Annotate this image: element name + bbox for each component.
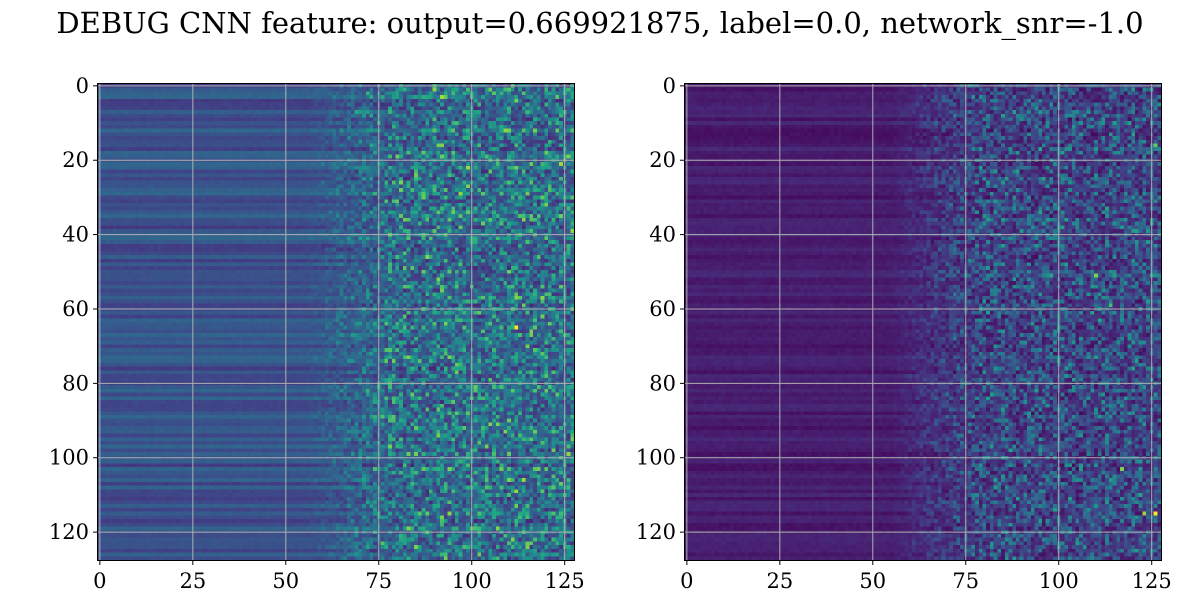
figure-title: DEBUG CNN feature: output=0.669921875, l… [56, 6, 1144, 40]
y-tick-label: 20 [62, 148, 89, 172]
y-tick-label: 60 [62, 297, 89, 321]
y-tick-label: 120 [49, 520, 89, 544]
y-tick-label: 120 [636, 520, 676, 544]
plot-frame [97, 83, 575, 561]
x-tick-label: 100 [452, 569, 492, 593]
x-tick-label: 125 [1132, 569, 1172, 593]
x-tick-label: 25 [179, 569, 206, 593]
y-tick-label: 0 [663, 74, 676, 98]
x-tick-label: 125 [545, 569, 585, 593]
x-tick-label: 75 [365, 569, 392, 593]
x-tick-label: 25 [766, 569, 793, 593]
heatmap-left [97, 83, 575, 561]
y-tick-label: 0 [76, 74, 89, 98]
y-tick-label: 80 [62, 371, 89, 395]
y-tick-label: 80 [649, 371, 676, 395]
heatmap-right [684, 83, 1162, 561]
y-tick-label: 40 [649, 223, 676, 247]
x-tick-label: 0 [680, 569, 693, 593]
x-tick-label: 0 [93, 569, 106, 593]
plot-frame [684, 83, 1162, 561]
x-tick-label: 50 [272, 569, 299, 593]
heatmap-left-axes: 0 25 50 75 100 125 0 20 40 60 80 100 120 [49, 74, 585, 593]
y-tick-label: 40 [62, 223, 89, 247]
x-tick-label: 50 [859, 569, 886, 593]
y-tick-label: 60 [649, 297, 676, 321]
y-tick-label: 20 [649, 148, 676, 172]
x-tick-label: 75 [952, 569, 979, 593]
x-tick-label: 100 [1039, 569, 1079, 593]
heatmap-panel-right: 0 25 50 75 100 125 0 20 40 60 80 100 120 [600, 0, 1200, 600]
y-tick-label: 100 [49, 446, 89, 470]
y-tick-label: 100 [636, 446, 676, 470]
heatmap-right-axes: 0 25 50 75 100 125 0 20 40 60 80 100 120 [636, 74, 1172, 593]
heatmap-panel-left: 0 25 50 75 100 125 0 20 40 60 80 100 120 [49, 74, 585, 593]
